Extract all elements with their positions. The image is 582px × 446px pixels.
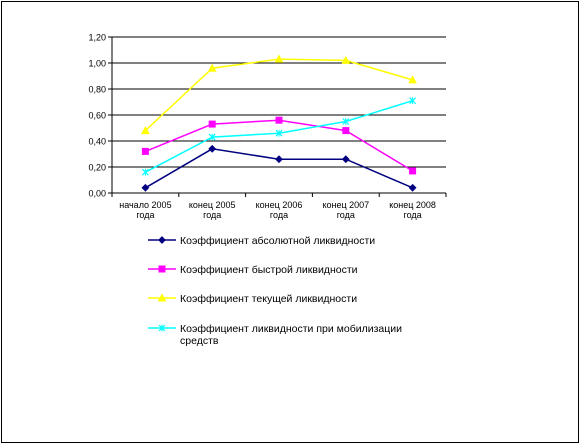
data-point <box>158 265 166 273</box>
legend-label-line: средств <box>180 335 219 347</box>
data-point <box>342 118 350 125</box>
data-point <box>341 155 350 164</box>
series-4 <box>141 97 417 176</box>
data-point <box>158 236 166 244</box>
x-tick-label: конец 2006 <box>256 200 303 210</box>
series-line <box>145 119 413 172</box>
data-point <box>409 167 417 175</box>
legend-label: Коэффициент абсолютной ликвидности <box>180 235 375 247</box>
y-tick-label: 0,00 <box>88 189 106 199</box>
data-point <box>141 147 149 155</box>
series-lines <box>141 54 417 192</box>
data-point <box>208 120 216 128</box>
data-point <box>208 133 216 141</box>
data-point <box>408 75 417 84</box>
x-tick-label: года <box>404 210 422 220</box>
data-point <box>342 127 350 135</box>
gridlines <box>112 36 446 168</box>
legend-label: Коэффициент текущей ликвидности <box>180 293 357 305</box>
data-point <box>275 155 283 164</box>
legend-entry-4: Коэффициент ликвидности при мобилизации с… <box>148 323 402 347</box>
data-point <box>409 97 417 105</box>
series-line <box>145 148 413 189</box>
x-tick-label: года <box>136 210 154 220</box>
legend-entry-2: Коэффициент быстрой ликвидности <box>148 264 358 276</box>
x-tick-label: года <box>337 210 355 220</box>
series-2 <box>141 116 417 175</box>
series-1 <box>141 144 417 192</box>
data-point <box>408 183 417 192</box>
data-point <box>157 293 167 302</box>
data-point <box>208 144 217 153</box>
x-tick-label: конец 2007 <box>322 200 369 210</box>
y-tick-label: 0,80 <box>88 85 106 95</box>
y-tick-label: 1,20 <box>88 33 106 43</box>
x-tick-label: начало 2005 <box>119 200 171 210</box>
data-point <box>274 54 284 63</box>
legend-label: Коэффициент ликвидности при мобилизации с… <box>180 323 402 347</box>
data-point <box>158 324 166 332</box>
x-tick-label: конец 2008 <box>389 200 436 210</box>
data-point <box>341 55 351 64</box>
series-3 <box>141 54 417 135</box>
legend-entry-1: Коэффициент абсолютной ликвидности <box>148 235 375 247</box>
y-tick-label: 1,00 <box>88 59 106 69</box>
x-tick-label: конец 2005 <box>189 200 236 210</box>
data-point <box>207 63 217 72</box>
legend-label: Коэффициент быстрой ликвидности <box>180 264 358 276</box>
data-point <box>141 126 150 135</box>
y-tick-label: 0,60 <box>88 111 106 121</box>
data-point <box>275 129 283 137</box>
data-point <box>275 116 283 124</box>
data-point <box>141 183 150 192</box>
y-tick-label: 0,40 <box>88 137 106 147</box>
y-tick-label: 0,20 <box>88 163 106 173</box>
data-point <box>141 168 149 176</box>
legend: Коэффициент абсолютной ликвидности Коэффи… <box>148 235 402 347</box>
legend-entry-3: Коэффициент текущей ликвидности <box>148 293 357 305</box>
x-tick-label: года <box>203 210 221 220</box>
legend-label-line: Коэффициент ликвидности при мобилизации <box>180 323 402 335</box>
x-tick-label: года <box>270 210 288 220</box>
